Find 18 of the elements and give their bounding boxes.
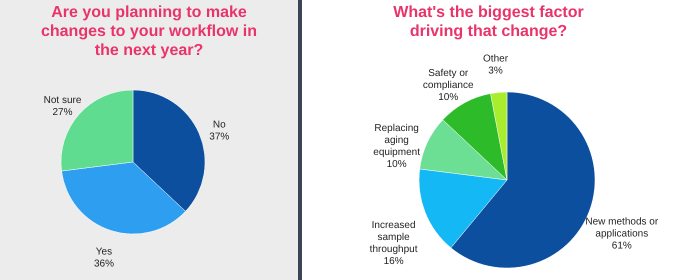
data-label: 37% [209,132,230,143]
chart-title: Are you planning to make changes to your workflow in the next year? [40,4,258,59]
data-label: 10% [386,159,407,170]
data-label: 36% [94,258,114,270]
slice-label: Not sure [44,94,82,106]
slice-label: Replacing aging equipment [373,123,420,158]
data-label: 27% [52,106,73,118]
slice-label: Increased sample throughput [370,220,418,255]
data-label: 16% [384,256,404,267]
data-label: 3% [488,66,503,77]
slice-label: Yes [96,246,112,258]
slice-label: Other [483,54,509,65]
data-label: 61% [612,240,632,252]
chart-title: What's the biggest factor driving that change? [393,4,584,40]
slice-label: No [212,120,226,131]
slice-label: Safety or compliance [422,68,474,92]
slice-label: New methods or applications [585,216,659,240]
data-label: 10% [438,92,458,104]
